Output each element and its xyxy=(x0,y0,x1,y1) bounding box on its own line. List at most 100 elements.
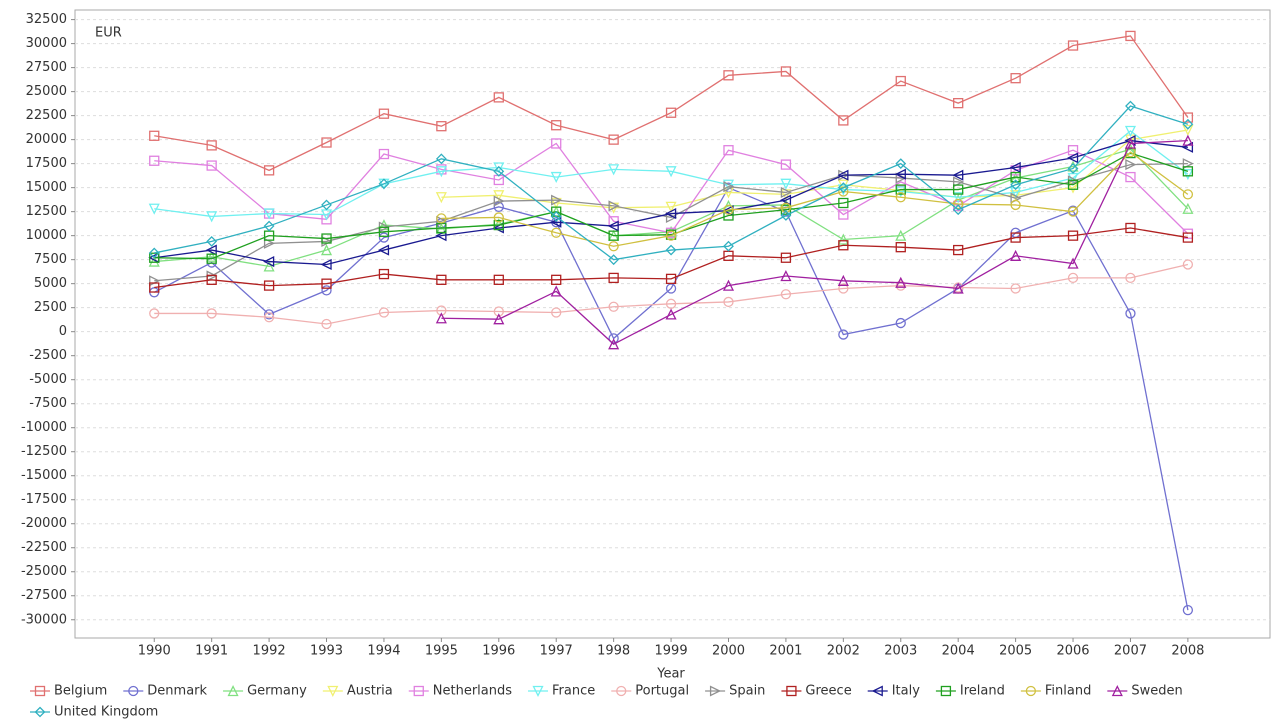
marker xyxy=(1125,171,1136,183)
y-tick-label: 5000 xyxy=(34,276,67,291)
marker xyxy=(779,194,792,206)
y-tick-label: -10000 xyxy=(21,420,67,435)
marker xyxy=(436,164,447,175)
marker xyxy=(1125,30,1136,42)
marker xyxy=(436,274,447,285)
legend-label: Spain xyxy=(729,684,765,699)
legend-marker xyxy=(1111,685,1123,697)
marker xyxy=(1010,187,1022,199)
marker xyxy=(378,108,390,119)
legend-item: Denmark xyxy=(123,684,208,699)
marker xyxy=(1010,199,1021,211)
marker xyxy=(378,232,390,243)
x-tick-label: 2004 xyxy=(942,644,975,659)
marker xyxy=(1182,158,1194,170)
marker xyxy=(320,258,332,271)
marker xyxy=(1067,257,1079,269)
marker xyxy=(838,240,849,251)
y-tick-label: -20000 xyxy=(21,516,67,531)
marker xyxy=(493,313,505,325)
y-tick-label: -7500 xyxy=(29,396,67,411)
marker xyxy=(263,309,275,320)
marker xyxy=(895,186,907,198)
marker xyxy=(435,153,447,165)
marker xyxy=(493,212,504,223)
marker xyxy=(953,176,965,188)
legend-marker xyxy=(871,685,883,697)
marker xyxy=(551,194,563,206)
marker xyxy=(895,242,906,253)
marker xyxy=(550,171,562,184)
marker xyxy=(780,210,792,221)
marker xyxy=(1067,40,1079,51)
marker xyxy=(321,233,332,244)
marker xyxy=(608,241,619,252)
marker xyxy=(838,115,849,126)
legend-marker xyxy=(128,685,139,697)
marker xyxy=(436,213,447,224)
y-tick-label: -27500 xyxy=(21,588,67,603)
legend-item: Germany xyxy=(223,684,307,699)
marker xyxy=(378,226,390,237)
marker xyxy=(665,107,677,118)
legend-marker xyxy=(34,706,46,718)
legend-marker xyxy=(940,685,952,697)
x-tick-label: 1997 xyxy=(540,644,573,659)
marker xyxy=(723,204,734,215)
marker xyxy=(952,192,964,204)
legend-label: Austria xyxy=(347,684,393,699)
legend-marker xyxy=(786,685,797,697)
marker xyxy=(1010,179,1022,191)
legend-label: Netherlands xyxy=(433,684,512,699)
marker xyxy=(1125,308,1136,319)
marker xyxy=(608,338,620,350)
marker xyxy=(894,168,906,180)
marker xyxy=(1009,161,1021,174)
marker xyxy=(1125,159,1137,171)
marker xyxy=(435,166,447,178)
marker xyxy=(378,148,390,160)
legend-item: Netherlands xyxy=(408,684,512,699)
marker xyxy=(493,190,505,202)
marker xyxy=(838,209,849,220)
marker xyxy=(1067,145,1079,156)
marker xyxy=(723,210,734,221)
marker xyxy=(780,66,792,77)
legend-marker xyxy=(327,685,339,697)
plot-area xyxy=(74,9,1271,639)
y-tick-label: 2500 xyxy=(34,300,67,315)
legend-label: Germany xyxy=(247,684,307,699)
marker xyxy=(550,285,562,297)
marker xyxy=(493,219,504,231)
marker xyxy=(665,201,677,213)
x-tick-label: 1995 xyxy=(425,644,458,659)
marker xyxy=(895,280,906,291)
legend-marker xyxy=(227,685,239,697)
y-tick-label: -22500 xyxy=(21,540,67,555)
legend-item: Austria xyxy=(322,684,393,699)
legend-marker xyxy=(34,685,46,697)
marker xyxy=(321,285,332,296)
marker xyxy=(953,244,964,256)
marker xyxy=(780,178,792,190)
marker xyxy=(953,97,964,109)
marker xyxy=(378,178,390,190)
legend-label: United Kingdom xyxy=(54,705,158,720)
legend-marker xyxy=(616,685,627,697)
y-tick-label: -2500 xyxy=(29,348,67,363)
legend-label: Portugal xyxy=(635,684,689,699)
marker xyxy=(1182,112,1194,123)
series-line xyxy=(154,139,1188,266)
x-tick-label: 1991 xyxy=(195,644,228,659)
legend-marker xyxy=(709,685,722,697)
legend-label: Italy xyxy=(892,684,921,699)
y-tick-label: 30000 xyxy=(26,36,67,51)
marker xyxy=(1182,232,1194,243)
marker xyxy=(149,252,160,263)
marker xyxy=(493,165,505,177)
marker xyxy=(321,318,332,330)
y-tick-label: 7500 xyxy=(34,252,67,267)
x-tick-label: 2002 xyxy=(827,644,860,659)
marker xyxy=(608,134,619,145)
